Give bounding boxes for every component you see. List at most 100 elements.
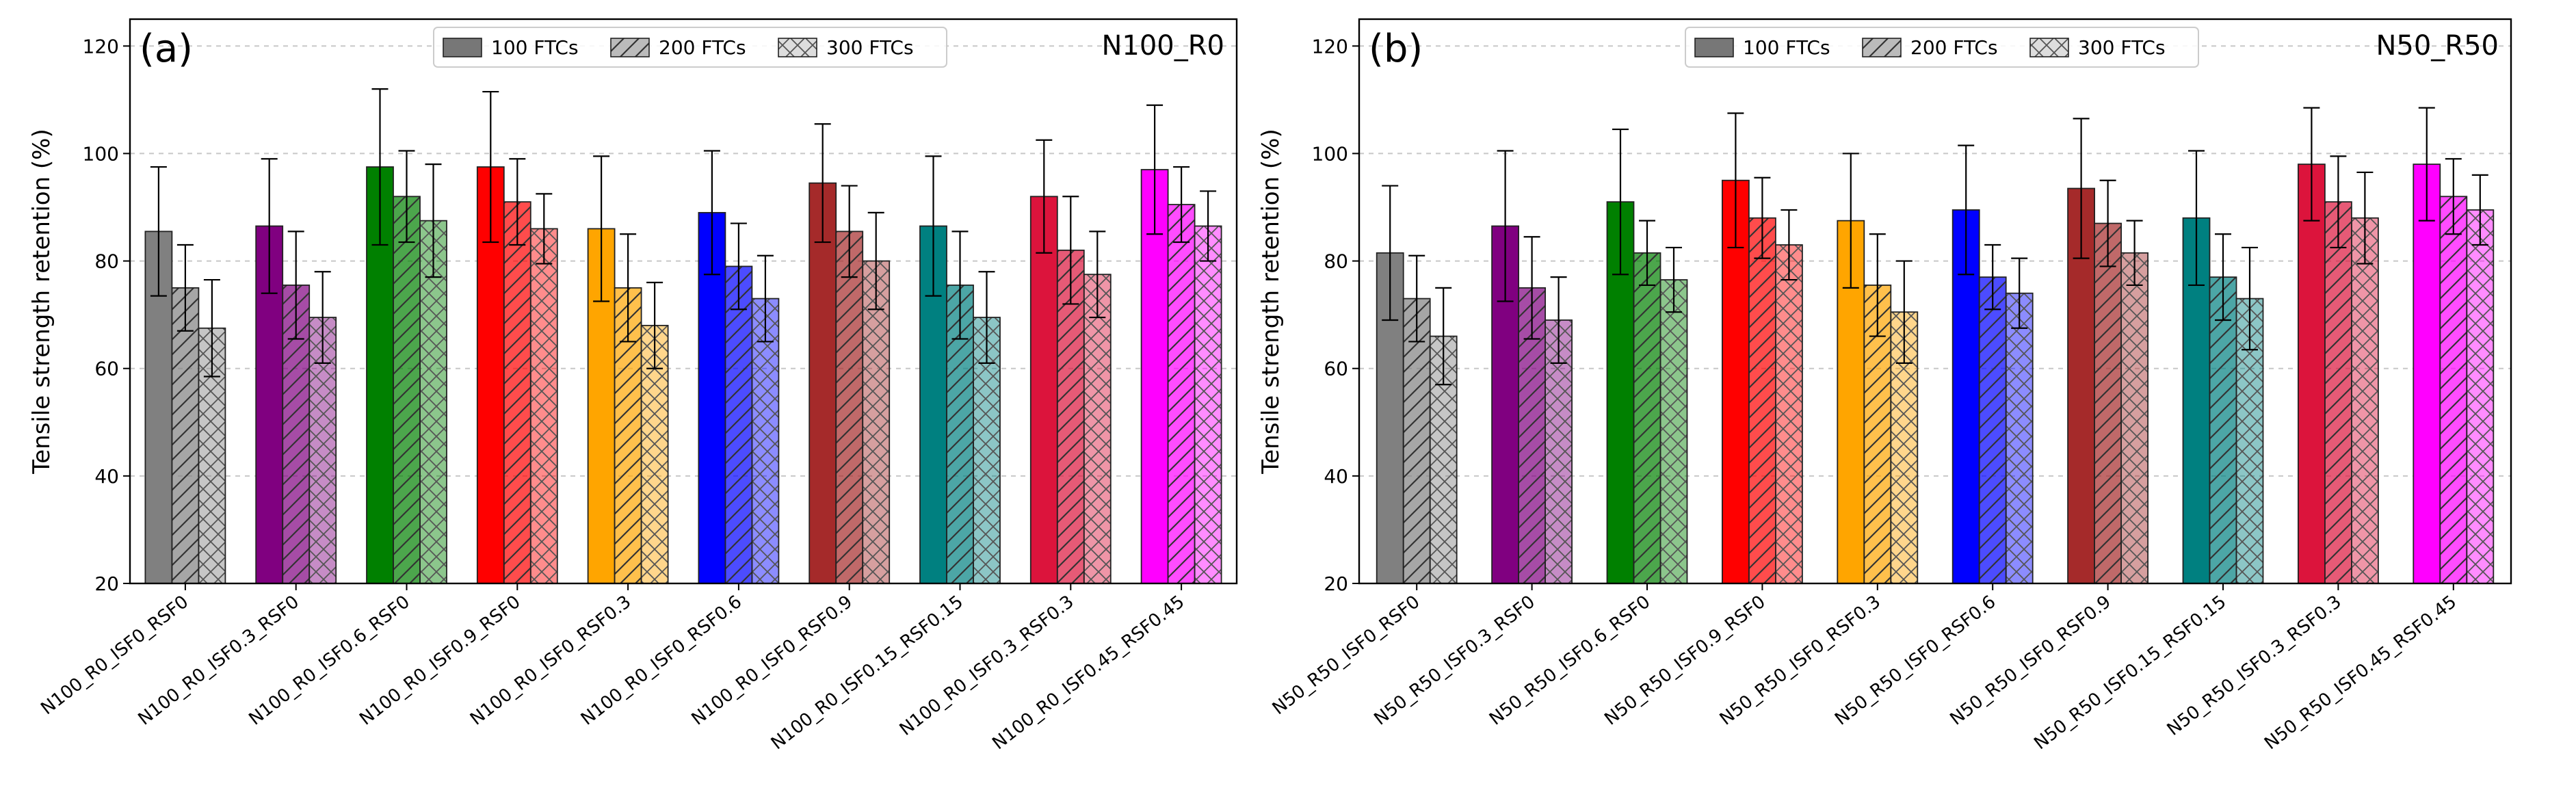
- bar-group: [529, 193, 558, 584]
- bar-group: [1721, 112, 1750, 584]
- bar-hatch: [752, 298, 779, 583]
- bar-hatch: [725, 266, 752, 583]
- bar-hatch: [2094, 223, 2122, 584]
- bar-group: [1029, 139, 1058, 584]
- legend-swatch-outline: [1694, 38, 1734, 57]
- bar-group: [2324, 155, 2352, 584]
- chart-title: N100_R0: [1101, 30, 1224, 62]
- y-tick-label: 60: [94, 358, 119, 380]
- legend-box: [1685, 27, 2199, 68]
- bar-hatch: [2467, 209, 2494, 583]
- y-tick-label: 20: [94, 572, 119, 595]
- bar-hatch: [1194, 226, 1222, 583]
- bar-hatch: [1057, 250, 1084, 583]
- legend-swatch-hatch: [611, 38, 649, 57]
- bar-group: [587, 155, 616, 584]
- legend-label: 200 FTCs: [1910, 36, 1998, 59]
- bar-group: [1376, 185, 1404, 584]
- panel-label: (a): [140, 27, 193, 71]
- bar-hatch: [1660, 280, 1687, 583]
- legend-box: [433, 27, 947, 68]
- bar-group: [614, 233, 642, 584]
- legend-label: 200 FTCs: [659, 36, 746, 59]
- bar-group: [751, 254, 780, 584]
- bar-hatch: [1403, 298, 1430, 583]
- bar-hatch: [172, 287, 199, 583]
- bar-hatch: [2324, 202, 2352, 584]
- legend-label: 300 FTCs: [2078, 36, 2166, 59]
- panel-label: (b): [1369, 27, 1423, 71]
- bar-hatch: [1979, 277, 2006, 583]
- x-tick-label: N100_R0_ISF0.15_RSF0.15: [767, 592, 967, 754]
- y-axis-label: Tensile strength retention (%): [28, 129, 55, 475]
- bar-group: [171, 243, 200, 584]
- legend-item: 300 FTCs: [2029, 36, 2166, 59]
- bar-group: [2120, 220, 2149, 584]
- bar: [1141, 170, 1168, 583]
- bar-hatch: [836, 231, 863, 583]
- bar: [2413, 164, 2441, 584]
- bar-group: [255, 158, 284, 584]
- legend-item: 200 FTCs: [610, 36, 746, 59]
- bar: [1030, 196, 1057, 583]
- y-tick-label: 80: [1324, 250, 1348, 273]
- bar-group: [1890, 260, 1919, 584]
- y-tick-label: 100: [1312, 142, 1348, 165]
- bar-group: [2182, 150, 2211, 584]
- bar-hatch: [1083, 274, 1111, 583]
- bar-group: [1140, 104, 1169, 584]
- bar-group: [476, 90, 505, 584]
- bar-group: [1606, 128, 1635, 584]
- legend-label: 100 FTCs: [1743, 36, 1830, 59]
- bar-group: [1491, 150, 1520, 584]
- bar-hatch: [863, 261, 890, 583]
- legend-swatch: [1695, 38, 1733, 57]
- axes-frame: [1358, 18, 2512, 585]
- bar-hatch: [420, 220, 447, 584]
- bar-hatch: [2121, 252, 2148, 583]
- bar-group: [1402, 254, 1431, 584]
- bar-group: [862, 211, 891, 584]
- chart-title: N50_R50: [2376, 30, 2499, 62]
- y-tick-label: 120: [83, 35, 119, 57]
- legend-item: 100 FTCs: [1694, 36, 1830, 59]
- bar-group: [2297, 107, 2326, 584]
- bar-group: [2439, 158, 2468, 584]
- bar-group: [1837, 153, 1865, 584]
- x-tick-label: N50_R50_ISF0.45_RSF0.45: [2261, 592, 2460, 754]
- bar: [809, 183, 837, 584]
- bar-group: [366, 88, 394, 584]
- bar-group: [2067, 118, 2096, 584]
- x-tick-label: N100_R0_ISF0.45_RSF0.45: [988, 592, 1188, 754]
- bar-group: [393, 150, 421, 584]
- bar-hatch: [2006, 293, 2033, 583]
- legend-swatch-outline: [443, 38, 482, 57]
- legend-swatch-outline: [1862, 38, 1902, 57]
- bar-group: [835, 185, 864, 584]
- chart-panel-b: 20406080100120N50_R50_ISF0_RSF0N50_R50_I…: [1257, 18, 2512, 754]
- bar-group: [1951, 144, 1980, 584]
- y-tick-label: 20: [1324, 572, 1348, 595]
- legend: 100 FTCs 200 FTCs 300 FTCs: [433, 27, 947, 68]
- bar-group: [1056, 196, 1085, 584]
- bar-hatch: [1748, 218, 1776, 583]
- bar-group: [724, 222, 753, 584]
- bar-group: [1167, 166, 1196, 584]
- y-tick-label: 100: [83, 142, 119, 165]
- bar-group: [1633, 220, 1661, 584]
- bar-group: [1774, 209, 1803, 584]
- legend-swatch: [443, 38, 482, 57]
- x-tick-label: N100_R0_ISF0.3_RSF0.3: [896, 592, 1078, 740]
- bar-hatch: [2351, 218, 2378, 583]
- bar-group: [973, 271, 1001, 584]
- bar-hatch: [393, 196, 420, 583]
- bar-group: [2005, 257, 2034, 584]
- bar-group: [1194, 190, 1222, 584]
- bar-group: [946, 231, 974, 584]
- chart-panel-a: 20406080100120N100_R0_ISF0_RSF0N100_R0_I…: [28, 18, 1238, 754]
- x-tick-label: N50_R50_ISF0.15_RSF0.15: [2030, 592, 2230, 754]
- bar-group: [2350, 171, 2379, 584]
- bar-group: [308, 271, 337, 584]
- bar-hatch: [503, 202, 531, 584]
- bar-group: [2466, 174, 2495, 584]
